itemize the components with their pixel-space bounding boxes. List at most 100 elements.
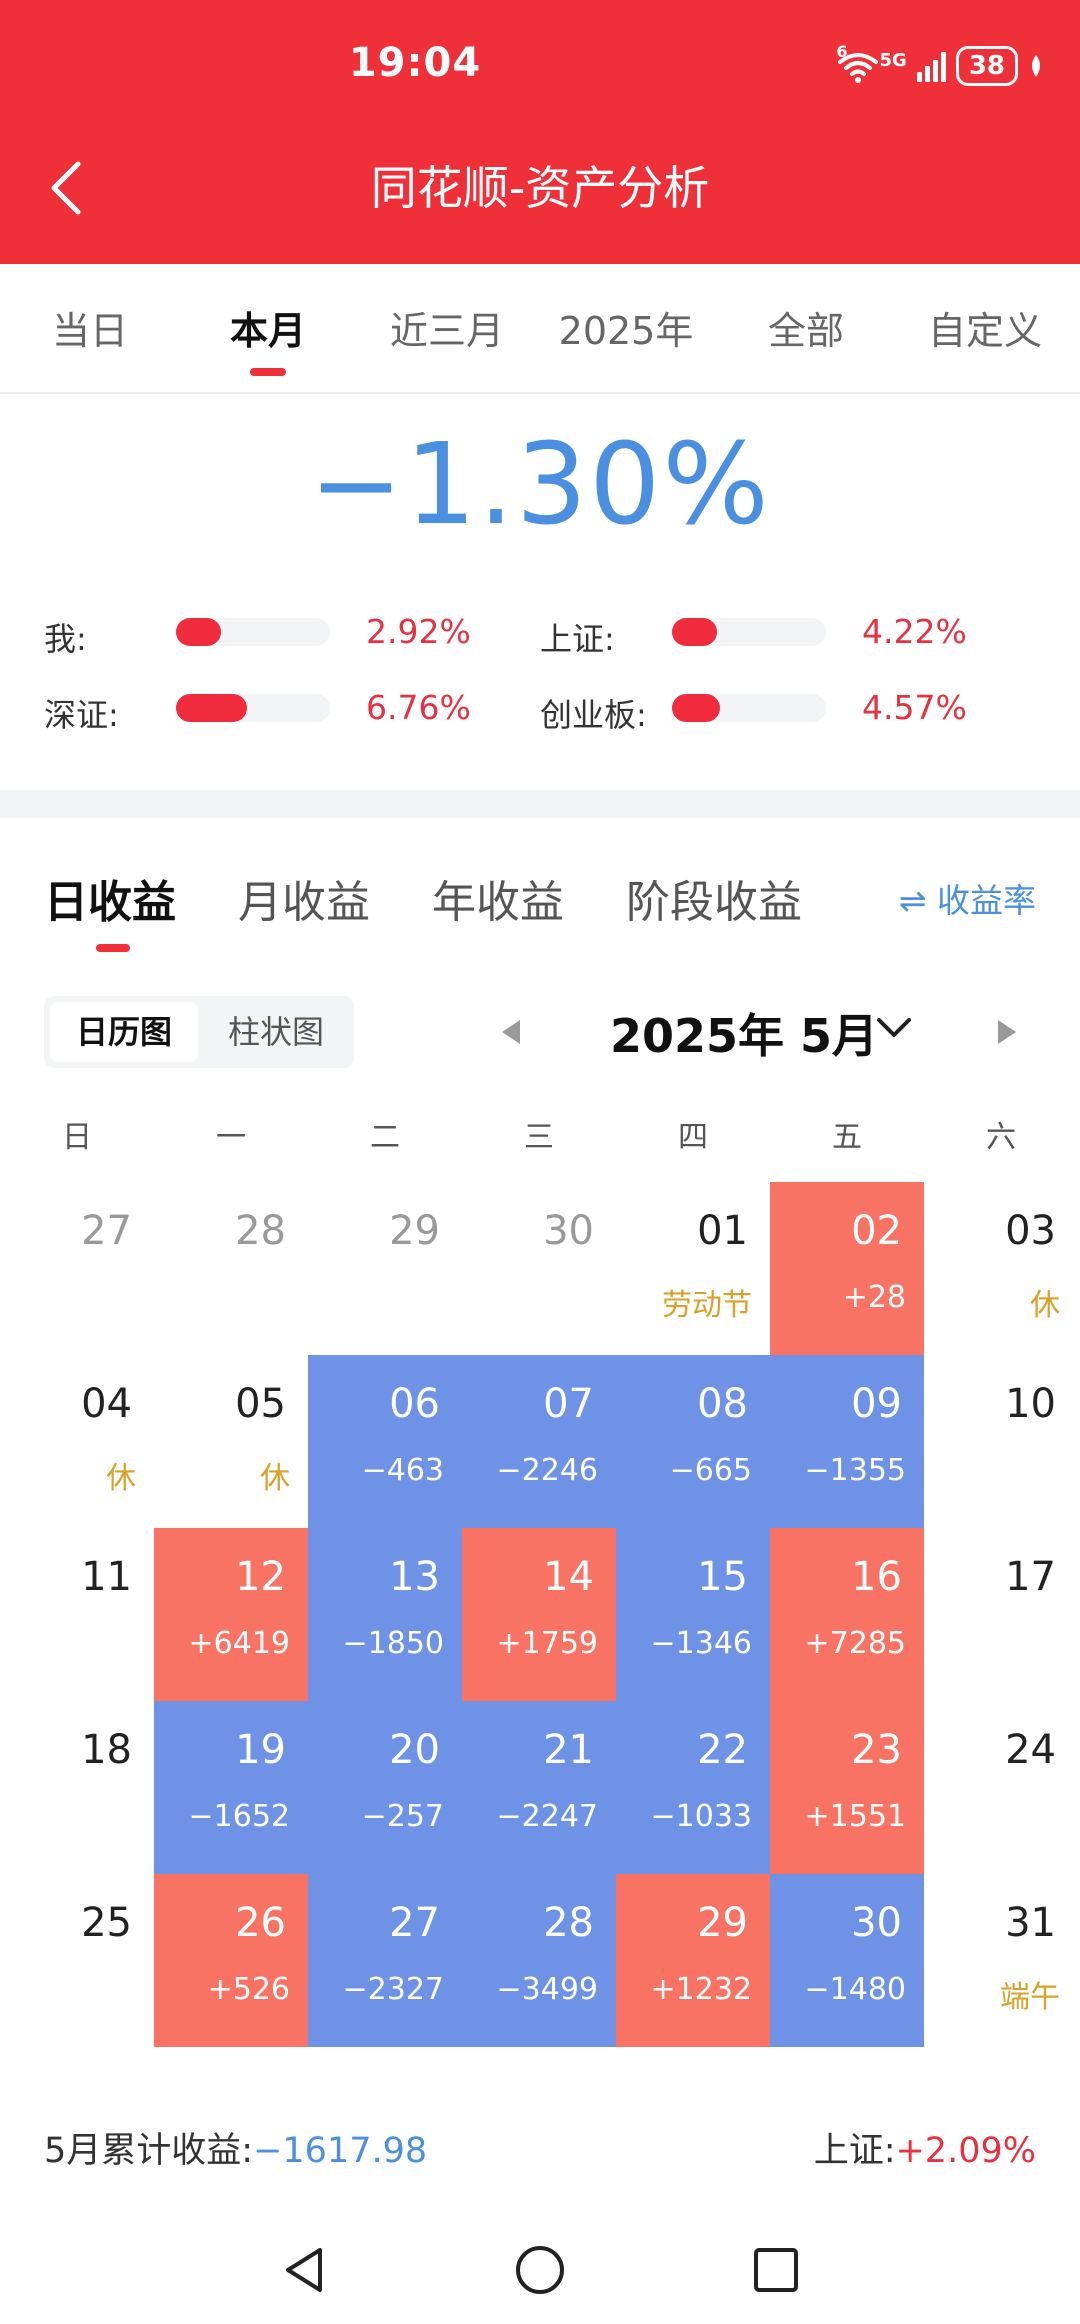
subtab-indicator [96, 944, 130, 952]
calendar-day-pnl: −665 [669, 1453, 752, 1488]
subtab-yearly[interactable]: 年收益 [432, 877, 564, 928]
calendar-day-pnl: −1355 [804, 1453, 906, 1488]
tab-custom[interactable]: 自定义 [927, 309, 1042, 353]
chevron-down-icon[interactable] [876, 1016, 912, 1040]
calendar-day-cell[interactable]: 21 −2247 [462, 1701, 616, 1874]
calendar-day-cell[interactable]: 17 [924, 1528, 1078, 1701]
wifi-icon: 6 [836, 42, 879, 84]
calendar-day-number: 15 [697, 1554, 748, 1600]
period-tabs: 当日 本月 近三月 2025年 全部 自定义 [0, 264, 1080, 394]
calendar-day-cell[interactable]: 08 −665 [616, 1355, 770, 1528]
calendar-day-cell[interactable]: 10 [924, 1355, 1078, 1528]
calendar-day-number: 17 [1005, 1554, 1056, 1600]
calendar-day-cell[interactable]: 13 −1850 [308, 1528, 462, 1701]
back-button[interactable] [44, 158, 88, 218]
calendar-holiday-label: 休 [1030, 1288, 1060, 1323]
calendar-day-cell[interactable]: 18 [0, 1701, 154, 1874]
cmp-label-shanghai: 上证: [540, 620, 615, 658]
calendar-day-cell[interactable]: 02 +28 [770, 1182, 924, 1355]
calendar-day-number: 19 [235, 1727, 286, 1773]
calendar-day-cell[interactable]: 01 劳动节 [616, 1182, 770, 1355]
calendar-day-pnl: −257 [361, 1799, 444, 1834]
weekday-wed: 三 [524, 1120, 554, 1155]
calendar-day-cell[interactable]: 14 +1759 [462, 1528, 616, 1701]
calendar-day-pnl: −3499 [496, 1972, 598, 2007]
tab-today[interactable]: 当日 [51, 309, 128, 353]
calendar-day-cell[interactable]: 23 +1551 [770, 1701, 924, 1874]
calendar-holiday-label: 休 [106, 1461, 136, 1496]
calendar-day-number: 09 [851, 1381, 902, 1427]
page-title: 同花顺-资产分析 [370, 161, 710, 215]
signal-icon [916, 50, 946, 82]
calendar-day-number: 03 [1005, 1208, 1056, 1254]
calendar-day-cell[interactable]: 27 −2327 [308, 1874, 462, 2047]
wifi-badge: 6 [836, 41, 848, 61]
cmp-value-me: 2.92% [366, 612, 471, 651]
calendar-day-cell[interactable]: 19 −1652 [154, 1701, 308, 1874]
cmp-value-shanghai: 4.22% [862, 612, 967, 651]
calendar-day-cell[interactable]: 07 −2246 [462, 1355, 616, 1528]
index-label: 上证: [813, 2131, 896, 2171]
nav-back-icon[interactable] [276, 2242, 332, 2298]
calendar-day-cell[interactable]: 31 端午 [924, 1874, 1078, 2047]
month-title[interactable]: 2025年 5月 [610, 1009, 879, 1063]
calendar-day-cell[interactable]: 20 −257 [308, 1701, 462, 1874]
calendar-day-number: 29 [697, 1900, 748, 1946]
rate-toggle-button[interactable]: ⇌ 收益率 [899, 874, 1036, 922]
calendar-day-cell[interactable]: 15 −1346 [616, 1528, 770, 1701]
calendar-day-cell[interactable]: 12 +6419 [154, 1528, 308, 1701]
view-calendar-button[interactable]: 日历图 [50, 1002, 198, 1062]
calendar-day-cell[interactable]: 28 [154, 1182, 308, 1355]
calendar-day-cell[interactable]: 30 [462, 1182, 616, 1355]
calendar-day-number: 04 [81, 1381, 132, 1427]
nav-recents-icon[interactable] [748, 2242, 804, 2298]
subtab-monthly[interactable]: 月收益 [238, 877, 370, 928]
next-month-button[interactable] [996, 1018, 1018, 1046]
cmp-value-chinext: 4.57% [862, 688, 967, 727]
period-return-pct: −1.30% [309, 420, 771, 550]
tab-year-2025[interactable]: 2025年 [558, 309, 694, 353]
nav-home-icon[interactable] [512, 2242, 568, 2298]
calendar-day-number: 06 [389, 1381, 440, 1427]
calendar-day-pnl: −1652 [188, 1799, 290, 1834]
view-bar-button[interactable]: 柱状图 [227, 1013, 324, 1051]
calendar-day-cell[interactable]: 24 [924, 1701, 1078, 1874]
calendar-day-number: 18 [81, 1727, 132, 1773]
calendar-day-cell[interactable]: 03 休 [924, 1182, 1078, 1355]
calendar-day-pnl: −2327 [342, 1972, 444, 2007]
calendar-day-pnl: −463 [361, 1453, 444, 1488]
calendar-day-cell[interactable]: 16 +7285 [770, 1528, 924, 1701]
calendar-day-number: 28 [543, 1900, 594, 1946]
calendar-day-cell[interactable]: 29 +1232 [616, 1874, 770, 2047]
calendar-day-cell[interactable]: 30 −1480 [770, 1874, 924, 2047]
calendar-day-cell[interactable]: 22 −1033 [616, 1701, 770, 1874]
calendar-day-cell[interactable]: 11 [0, 1528, 154, 1701]
calendar-day-pnl: +1759 [496, 1626, 598, 1661]
cumulative-value: −1617.98 [253, 2131, 428, 2171]
calendar-day-cell[interactable]: 28 −3499 [462, 1874, 616, 2047]
calendar-day-number: 24 [1005, 1727, 1056, 1773]
calendar-day-cell[interactable]: 25 [0, 1874, 154, 2047]
calendar-day-cell[interactable]: 06 −463 [308, 1355, 462, 1528]
weekday-tue: 二 [370, 1120, 400, 1155]
calendar-day-cell[interactable]: 04 休 [0, 1355, 154, 1528]
calendar-day-pnl: −2247 [496, 1799, 598, 1834]
monthly-cumulative: 5月累计收益:−1617.98 [44, 2122, 427, 2173]
status-icons: 6 5G 38 [836, 42, 1044, 88]
calendar-day-cell[interactable]: 26 +526 [154, 1874, 308, 2047]
network-label: 5G [879, 49, 907, 71]
calendar-day-number: 22 [697, 1727, 748, 1773]
tab-this-month[interactable]: 本月 [229, 309, 306, 353]
calendar-day-number: 12 [235, 1554, 286, 1600]
subtab-stage[interactable]: 阶段收益 [626, 877, 802, 928]
calendar-day-cell[interactable]: 27 [0, 1182, 154, 1355]
calendar-day-pnl: +7285 [804, 1626, 906, 1661]
subtab-daily[interactable]: 日收益 [44, 877, 176, 928]
calendar-day-cell[interactable]: 05 休 [154, 1355, 308, 1528]
prev-month-button[interactable] [500, 1018, 522, 1046]
rate-toggle-label: ⇌ 收益率 [898, 881, 1036, 920]
calendar-day-cell[interactable]: 29 [308, 1182, 462, 1355]
tab-three-months[interactable]: 近三月 [389, 309, 504, 353]
calendar-day-cell[interactable]: 09 −1355 [770, 1355, 924, 1528]
tab-all[interactable]: 全部 [767, 309, 844, 353]
